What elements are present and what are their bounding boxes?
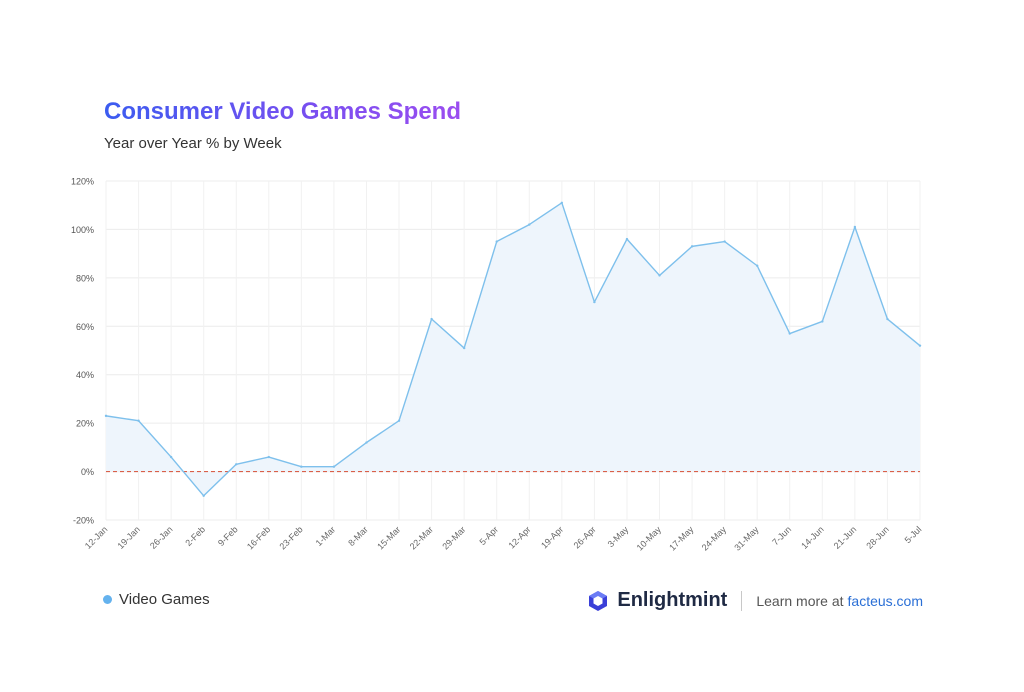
data-point	[593, 300, 596, 304]
y-axis-ticks: 120% 100% 80% 60% 40% 20% 0% -20%	[71, 177, 94, 526]
chart-series-line	[104, 201, 922, 497]
y-tick-label: -20%	[73, 516, 94, 526]
data-point	[267, 455, 270, 459]
y-tick-label: 80%	[76, 273, 94, 283]
x-tick-label: 19-Jan	[115, 524, 142, 551]
x-tick-label: 5-Jul	[903, 524, 924, 545]
x-tick-label: 29-Mar	[440, 524, 467, 551]
data-point	[300, 465, 303, 468]
x-axis-ticks: 12-Jan 19-Jan 26-Jan 2-Feb 9-Feb 16-Feb 23-Feb…	[83, 524, 924, 553]
y-tick-label: 40%	[76, 370, 94, 380]
x-tick-label: 28-Jun	[864, 524, 891, 551]
data-point	[821, 320, 824, 323]
data-point	[430, 317, 433, 321]
x-tick-label: 21-Jun	[832, 524, 859, 551]
x-tick-label: 26-Apr	[572, 524, 598, 550]
data-point	[756, 264, 759, 267]
x-tick-label: 31-May	[732, 524, 761, 553]
x-tick-label: 7-Jun	[770, 524, 793, 547]
y-tick-label: 120%	[71, 177, 94, 187]
data-point	[886, 317, 889, 321]
x-tick-label: 23-Feb	[278, 524, 305, 551]
x-tick-label: 15-Mar	[375, 524, 402, 551]
legend[interactable]: Video Games	[103, 591, 210, 608]
data-point	[658, 274, 661, 277]
x-tick-label: 3-May	[606, 524, 631, 549]
x-tick-label: 22-Mar	[408, 524, 435, 551]
data-point	[690, 245, 694, 248]
x-tick-label: 8-Mar	[346, 524, 370, 548]
facteus-link[interactable]: facteus.com	[847, 592, 923, 609]
data-point	[723, 240, 726, 243]
x-tick-label: 1-Mar	[314, 524, 338, 548]
x-tick-label: 5-Apr	[477, 524, 500, 547]
data-point	[104, 414, 108, 418]
data-point	[365, 441, 368, 444]
data-point	[560, 201, 564, 204]
x-tick-label: 14-Jun	[799, 524, 826, 551]
data-point	[332, 465, 336, 468]
legend-label: Video Games	[119, 591, 210, 608]
series-area-fill	[106, 202, 920, 496]
data-point	[788, 332, 791, 335]
x-tick-label: 26-Jan	[148, 524, 175, 551]
data-point	[137, 419, 140, 422]
series-line-video-games	[105, 202, 921, 497]
data-point	[495, 240, 498, 243]
chart-area-fill	[106, 202, 920, 496]
footer-divider	[741, 590, 743, 611]
data-point	[528, 223, 531, 226]
y-tick-label: 20%	[76, 419, 94, 429]
chart-subtitle: Year over Year % by Week	[104, 135, 282, 152]
x-tick-label: 12-Jan	[83, 524, 110, 551]
y-tick-label: 60%	[76, 322, 94, 332]
data-point	[853, 225, 857, 229]
data-point	[462, 346, 466, 350]
x-tick-label: 24-May	[700, 524, 729, 553]
x-tick-label: 16-Feb	[245, 524, 272, 551]
x-tick-label: 12-Apr	[507, 524, 533, 550]
x-tick-label: 10-May	[635, 524, 664, 553]
x-tick-label: 2-Feb	[183, 524, 207, 548]
x-tick-label: 17-May	[667, 524, 696, 553]
data-point	[235, 463, 238, 466]
y-tick-label: 0%	[81, 467, 94, 477]
enlightmint-logo-icon	[589, 590, 608, 611]
data-point	[169, 455, 173, 459]
legend-marker	[103, 595, 112, 604]
x-tick-label: 19-Apr	[539, 524, 565, 550]
data-point	[918, 344, 922, 347]
footer: Enlightmint Learn more at facteus.com	[587, 589, 923, 612]
y-tick-label: 100%	[71, 225, 94, 235]
brand-name: Enlightmint	[617, 589, 728, 611]
x-tick-label: 9-Feb	[216, 524, 240, 548]
data-point	[202, 494, 205, 497]
chart-title: Consumer Video Games Spend	[104, 98, 461, 125]
learn-more-text: Learn more at	[756, 592, 844, 609]
data-point	[625, 237, 629, 241]
data-point	[397, 419, 401, 422]
